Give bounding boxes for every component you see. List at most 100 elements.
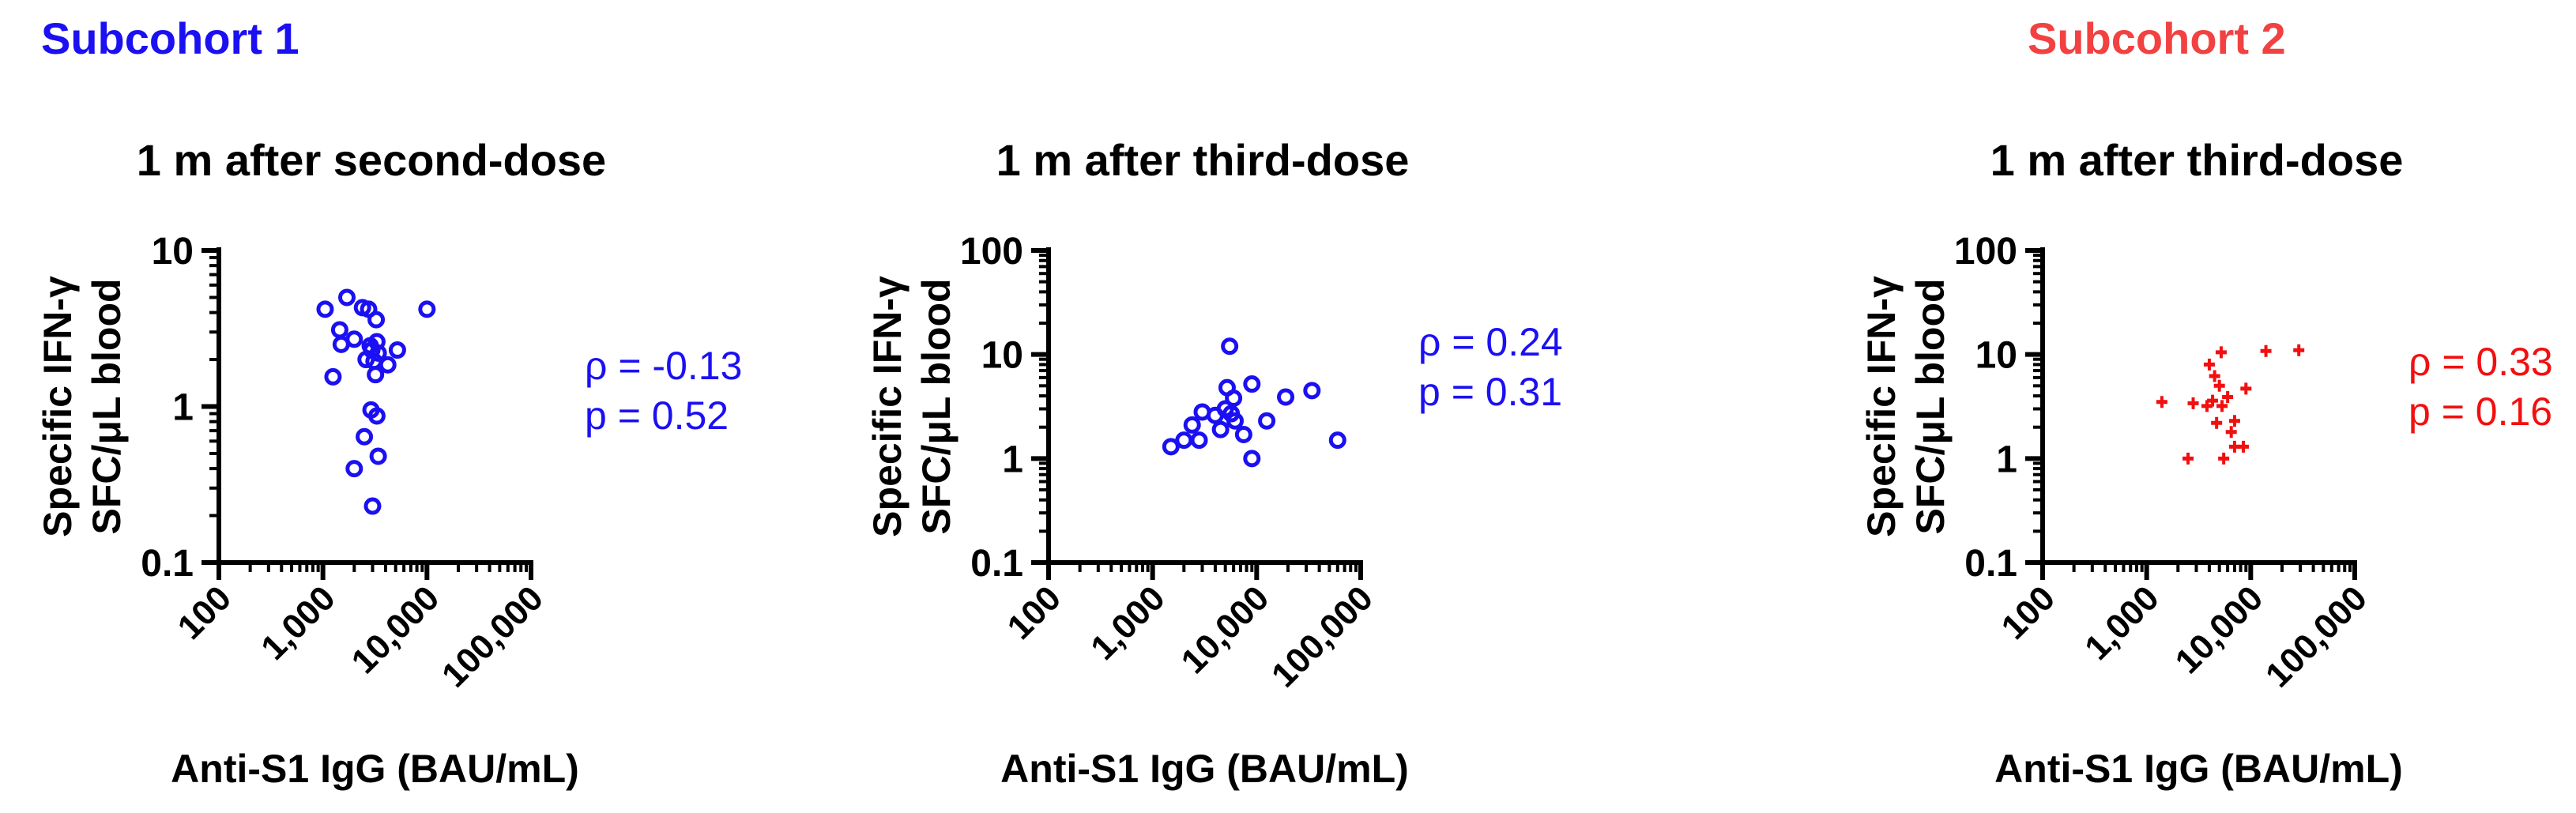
- x-axis-label: Anti-S1 IgG (BAU/mL): [1000, 747, 1409, 791]
- y-axis-label-line-1: Specific IFN-γ: [1859, 276, 1904, 537]
- y-tick-label: 10: [152, 231, 194, 273]
- p-annotation: p = 0.31: [1418, 370, 1562, 414]
- x-tick-label: 100: [171, 578, 239, 647]
- y-axis-label: Specific IFN-γ SFC/μL blood: [1859, 276, 1953, 537]
- x-tick-label: 10,000: [345, 578, 447, 681]
- data-point: [1226, 412, 1244, 430]
- p-annotation: p = 0.52: [585, 393, 729, 438]
- y-axis-label-line-2: SFC/μL blood: [1908, 278, 1953, 534]
- subcohort-1-heading: Subcohort 1: [41, 13, 299, 63]
- p-annotation: p = 0.16: [2408, 390, 2552, 434]
- y-axis-label-line-2: SFC/μL blood: [914, 278, 958, 534]
- x-tick-label: 1,000: [2077, 578, 2167, 668]
- data-point: [338, 288, 356, 307]
- data-point: [2209, 370, 2220, 382]
- panel-title: 1 m after second-dose: [137, 135, 606, 185]
- data-point: [2216, 400, 2228, 412]
- data-point: [1162, 438, 1180, 456]
- y-tick-label: 10: [981, 335, 1023, 377]
- data-point: [1221, 337, 1239, 356]
- x-tick-label: 100,000: [1264, 578, 1380, 694]
- data-point: [2228, 440, 2240, 453]
- data-point: [2218, 452, 2230, 465]
- data-point: [356, 427, 374, 446]
- data-point: [2240, 382, 2252, 395]
- data-point: [1190, 431, 1208, 450]
- x-tick-label: 10,000: [1174, 578, 1277, 681]
- y-tick-label: 0.1: [1964, 543, 2017, 585]
- data-point: [2201, 400, 2213, 412]
- data-point: [418, 300, 436, 318]
- data-point: [369, 447, 387, 465]
- data-point: [1258, 412, 1276, 430]
- data-point: [367, 407, 386, 425]
- rho-annotation: ρ = 0.24: [1418, 320, 1563, 364]
- x-tick-label: 100: [1994, 578, 2063, 647]
- data-point: [1175, 431, 1193, 450]
- data-point: [367, 366, 385, 384]
- rho-annotation: ρ = -0.13: [585, 344, 742, 388]
- x-tick-label: 10,000: [2168, 578, 2271, 681]
- data-point: [316, 300, 334, 318]
- data-point: [324, 367, 342, 386]
- y-axis-label: Specific IFN-γ SFC/μL blood: [865, 276, 958, 537]
- data-point: [1303, 382, 1321, 400]
- data-point: [2228, 415, 2240, 427]
- x-tick-label: 100,000: [2258, 578, 2375, 694]
- data-point: [330, 321, 348, 339]
- y-tick-label: 1: [172, 387, 194, 429]
- y-tick-label: 0.1: [970, 543, 1023, 585]
- panel-title: 1 m after third-dose: [996, 135, 1410, 185]
- data-point: [1328, 431, 1346, 450]
- data-point: [1183, 416, 1201, 434]
- x-axis-label: Anti-S1 IgG (BAU/mL): [171, 747, 579, 791]
- x-tick-label: 100,000: [435, 578, 551, 694]
- y-tick-label: 1: [1996, 438, 2017, 480]
- y-tick-label: 10: [1975, 335, 2017, 377]
- data-point: [2238, 440, 2250, 453]
- y-axis-label: Specific IFN-γ SFC/μL blood: [36, 276, 129, 537]
- data-point: [2293, 344, 2305, 356]
- data-point: [1225, 389, 1243, 407]
- data-point: [2187, 397, 2199, 409]
- data-point: [2156, 396, 2167, 408]
- subcohort-2-heading: Subcohort 2: [2028, 13, 2286, 63]
- data-point: [378, 356, 397, 374]
- x-tick-label: 1,000: [254, 578, 343, 668]
- rho-annotation: ρ = 0.33: [2408, 340, 2553, 384]
- data-point: [345, 330, 363, 348]
- x-tick-label: 1,000: [1083, 578, 1173, 668]
- data-point: [2222, 391, 2234, 404]
- data-point: [2182, 452, 2194, 465]
- x-axis-label: Anti-S1 IgG (BAU/mL): [1994, 747, 2403, 791]
- data-point: [2207, 394, 2219, 407]
- data-point: [388, 341, 406, 359]
- data-point: [2213, 379, 2225, 392]
- data-point: [1277, 388, 1295, 406]
- panel-title: 1 m after third-dose: [1990, 135, 2404, 185]
- data-point: [2225, 426, 2237, 438]
- data-point: [345, 460, 363, 478]
- y-axis-label-line-1: Specific IFN-γ: [36, 276, 80, 537]
- data-point: [369, 344, 387, 362]
- y-axis-label-line-2: SFC/μL blood: [85, 278, 129, 534]
- scatter-panel-1: 1 m after second-dose 0.1 1 10 100 1,000 10,00…: [36, 135, 742, 791]
- y-axis-label-line-1: Specific IFN-γ: [865, 276, 910, 537]
- data-point: [367, 311, 386, 329]
- data-point: [2203, 358, 2215, 371]
- y-tick-label: 100: [960, 231, 1023, 273]
- data-point: [2211, 416, 2223, 429]
- y-tick-label: 100: [1954, 231, 2017, 273]
- data-point: [1243, 375, 1261, 393]
- data-point: [1243, 450, 1261, 468]
- data-point: [2215, 346, 2227, 359]
- data-point: [363, 497, 382, 515]
- data-point: [1211, 420, 1230, 438]
- data-point: [2260, 344, 2272, 357]
- x-tick-label: 100: [1000, 578, 1069, 647]
